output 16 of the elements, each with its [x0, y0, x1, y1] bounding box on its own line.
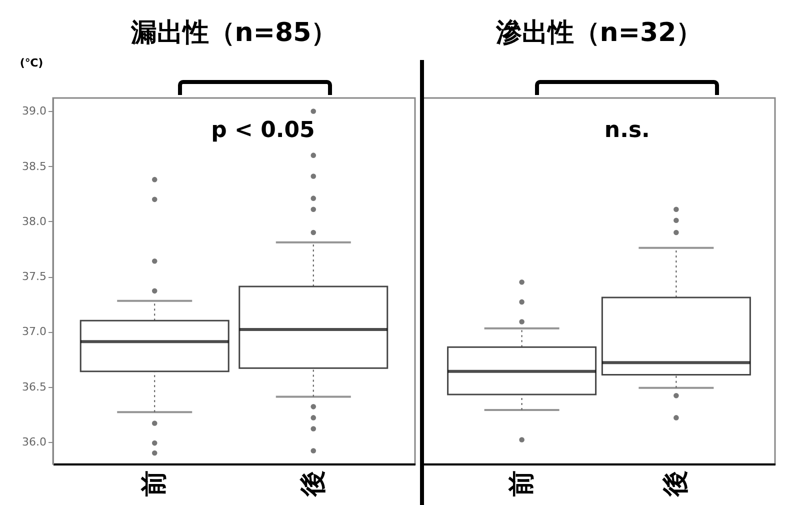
y-tick-label: 36.5: [22, 380, 46, 394]
x-tick-label: 後: [661, 470, 692, 498]
y-axis-title: (℃): [20, 56, 44, 70]
y-tick-label: 39.0: [22, 104, 46, 118]
y-tick-label: 37.5: [22, 270, 46, 284]
annotation: p < 0.05: [211, 118, 315, 143]
y-tick-label: 37.0: [22, 325, 46, 338]
annotation: n.s.: [604, 118, 650, 143]
chart-title: 滲出性（n=32）: [494, 18, 702, 48]
y-tick-label: 38.0: [22, 214, 46, 228]
chart-title: 漏出性（n=85）: [130, 18, 338, 48]
x-tick-label: 前: [506, 470, 537, 498]
y-tick-label: 36.0: [22, 435, 46, 448]
y-tick-label: 38.5: [22, 160, 46, 173]
x-tick-label: 前: [140, 470, 170, 498]
x-tick-label: 後: [298, 470, 328, 498]
